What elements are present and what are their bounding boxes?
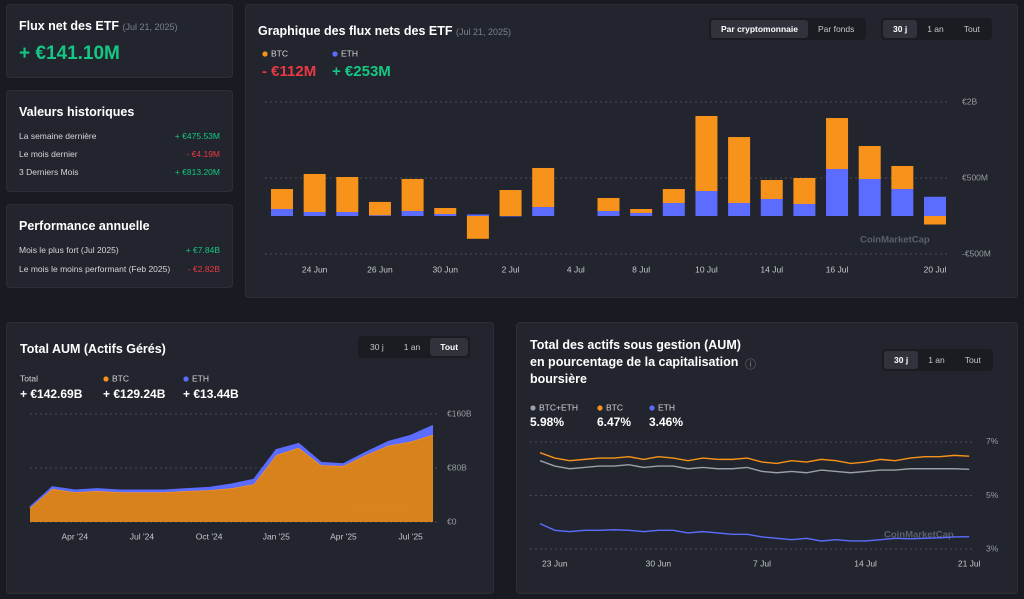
label: La semaine dernière	[19, 131, 97, 141]
aum-pct-panel: Total des actifs sous gestion (AUM) en p…	[516, 322, 1018, 594]
chart-title: Graphique des flux nets des ETF (Jul 21,…	[258, 24, 511, 38]
historical-panel: Valeurs historiques La semaine dernière +…	[6, 90, 233, 192]
view-tabs: Par cryptomonnaie Par fonds	[709, 18, 867, 40]
label: Mois le plus fort (Jul 2025)	[19, 245, 119, 255]
tab[interactable]: 30 j	[370, 342, 384, 352]
row: 3 Derniers Mois + €813.20M	[19, 167, 220, 177]
tab[interactable]: Par cryptomonnaie	[711, 20, 808, 38]
net-flow: + €141.10M	[19, 43, 120, 64]
date: (Jul 21, 2025)	[122, 22, 178, 32]
flows-panel: Graphique des flux nets des ETF (Jul 21,…	[245, 4, 1018, 298]
aum-panel: Total AUM (Actifs Gérés) 30 j 1 an Tout	[6, 322, 494, 594]
tab[interactable]: 1 an	[927, 24, 944, 34]
tab[interactable]: 1 an	[403, 342, 421, 352]
value: + €475.53M	[174, 131, 220, 141]
row: Le mois le moins performant (Feb 2025) - …	[19, 264, 220, 274]
summary-panel: Flux net des ETF (Jul 21, 2025) + €141.1…	[6, 4, 233, 78]
subtitle: (Jul 21, 2025)	[455, 27, 512, 37]
summary-title: Flux net des ETF (Jul 21, 2025)	[19, 19, 178, 33]
label: 3 Derniers Mois	[19, 167, 79, 177]
label: Le mois dernier	[19, 149, 78, 159]
range-tabs: 30 j 1 an Tout	[358, 336, 471, 358]
row: Mois le plus fort (Jul 2025) + €7.84B	[19, 245, 220, 255]
chart-title: Total AUM (Actifs Gérés)	[20, 342, 166, 356]
value: + €813.20M	[174, 167, 220, 177]
row: La semaine dernière + €475.53M	[19, 131, 220, 141]
annual-panel: Performance annuelle Mois le plus fort (…	[6, 204, 233, 288]
tab[interactable]: Par fonds	[818, 24, 855, 34]
tab[interactable]: Tout	[963, 24, 980, 34]
label: Le mois le moins performant (Feb 2025)	[19, 264, 171, 274]
tab[interactable]: Tout	[430, 338, 469, 356]
tab[interactable]: 1 an	[928, 355, 945, 365]
title: Flux net des ETF	[19, 19, 120, 33]
title: Graphique des flux nets des ETF	[258, 24, 453, 38]
range-tabs: 30 j 1 an Tout	[882, 349, 993, 371]
value: + €7.84B	[185, 245, 220, 255]
range-tabs: 30 j 1 an Tout	[881, 18, 992, 40]
panel-title: Valeurs historiques	[19, 105, 135, 119]
panel-title: Performance annuelle	[19, 219, 150, 233]
tab[interactable]: 30 j	[883, 20, 918, 38]
tab[interactable]: 30 j	[884, 351, 919, 369]
value: - €4.19M	[186, 149, 220, 159]
info-icon: ⓘ	[745, 359, 756, 371]
value: - €2.82B	[187, 264, 220, 274]
tab[interactable]: Tout	[964, 355, 981, 365]
row: Le mois dernier - €4.19M	[19, 149, 220, 159]
chart-title: Total des actifs sous gestion (AUM) en p…	[530, 338, 741, 386]
